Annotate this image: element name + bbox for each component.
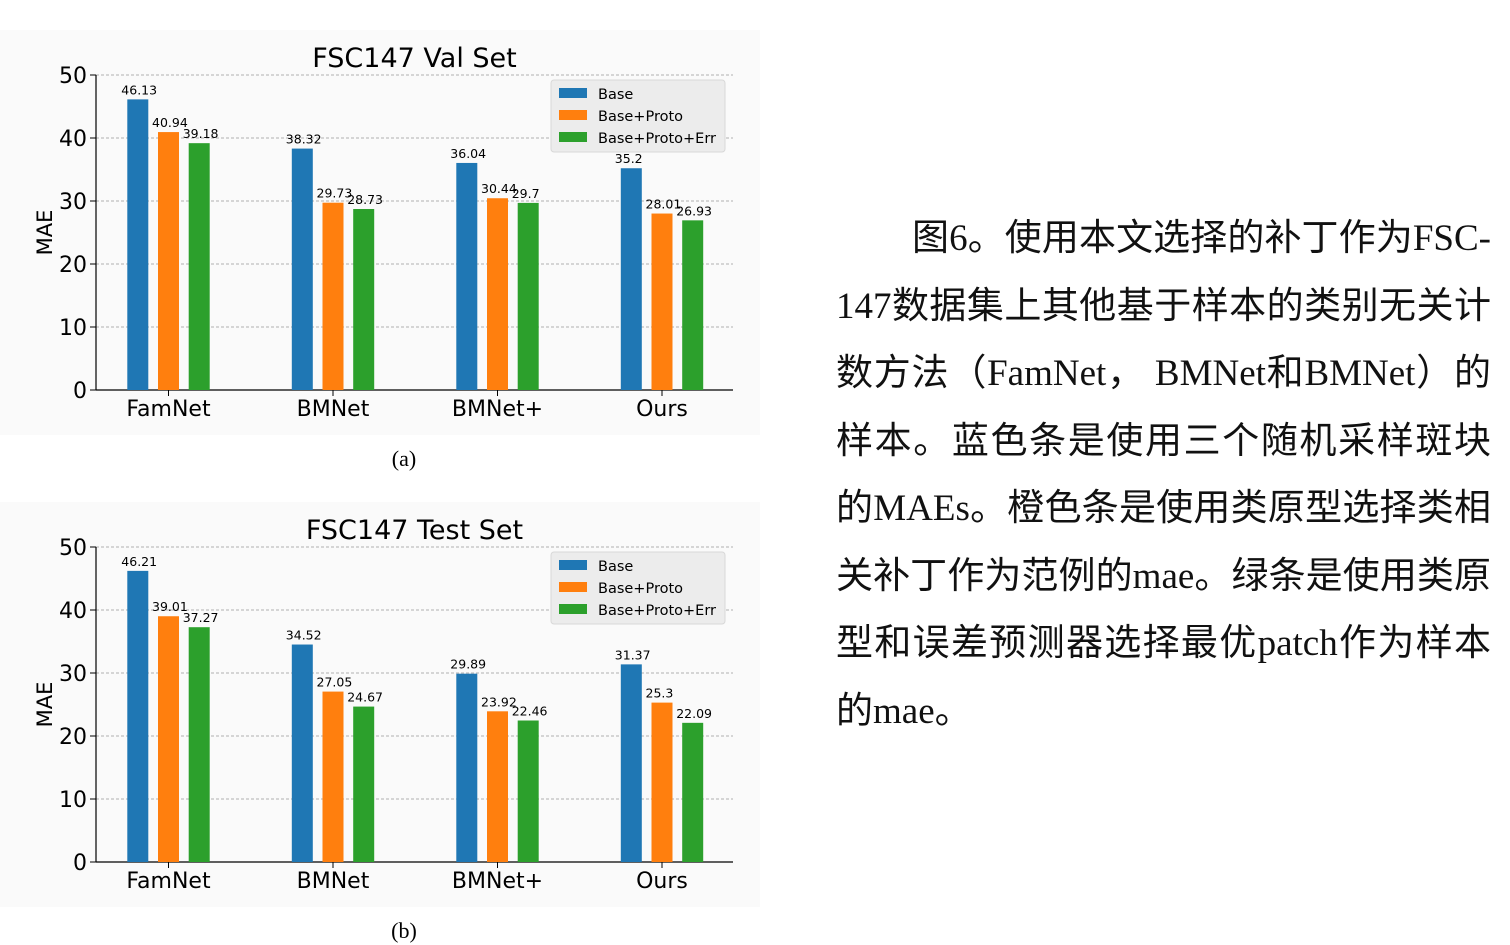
c1-bar-base-proto-err [188,627,210,862]
c1-legend-swatch [559,560,587,570]
c0-bar-base-proto [651,213,673,390]
c0-legend-swatch [559,110,587,120]
c1-bar-base-proto [158,616,179,862]
c0-bar-base [291,148,313,390]
c0-data-label: 38.32 [286,132,322,147]
c1-bar-base [127,570,149,862]
c0-data-label: 26.93 [676,203,712,218]
c0-data-label: 35.2 [615,151,643,166]
c1-chart-title: FSC147 Test Set [306,515,523,546]
val-set-chart: 0 10 20 30 40 50 FSC147 Val Set MAE FamNet 46.13 4… [0,30,760,471]
c1-data-label: 23.92 [481,694,517,709]
c0-x-tick-label: BMNet [297,397,370,422]
c0-x-tick-label: FamNet [126,397,211,422]
c1-data-label: 22.09 [676,706,712,721]
c0-bar-base [620,168,642,390]
c0-bar-base-proto-err [682,220,704,390]
c1-data-label: 27.05 [317,675,353,690]
c1-y-axis-label: MAE [33,682,57,728]
c1-bar-base-proto-err [353,706,375,862]
c1-bar-base-proto [322,691,344,862]
c1-data-label: 46.21 [121,554,157,569]
c0-legend-label: Base+Proto [598,109,683,125]
c1-data-label: 25.3 [646,686,674,701]
c0-legend-label: Base [598,87,633,103]
test-set-chart: 0 10 20 30 40 50 FSC147 Test Set MAE FamNet 46.21… [0,502,760,943]
c0-bar-base-proto [158,132,179,390]
c0-data-label: 46.13 [121,82,157,97]
c1-y-tick-label: 20 [59,725,87,750]
c0-bar-base-proto-err [517,202,539,390]
c1-x-tick-label: FamNet [126,869,211,894]
c0-y-tick-label: 50 [59,64,87,89]
c0-bar-base [456,162,478,390]
c0-legend-label: Base+Proto+Err [598,131,716,147]
c0-bar-base [127,99,149,391]
c1-legend-swatch [559,604,587,614]
c1-bar-base-proto-err [682,722,704,862]
c1-x-tick-label: Ours [636,869,688,894]
c0-y-tick-label: 10 [59,316,87,341]
c0-legend-swatch [559,88,587,98]
c1-legend-label: Base [598,559,633,575]
c0-data-label: 29.7 [512,186,540,201]
c1-legend-box [550,551,726,625]
c1-bar-base [291,644,313,862]
c0-y-tick-label: 20 [59,253,87,278]
c1-data-label: 39.01 [152,599,188,614]
c1-bar-base-proto [487,711,508,862]
c0-x-tick-label: Ours [636,397,688,422]
c0-bar-base-proto [322,202,344,390]
c0-data-label: 28.01 [646,197,682,212]
c1-legend-label: Base+Proto [598,581,683,597]
c1-y-tick-label: 30 [59,662,87,687]
c0-y-tick-label: 40 [59,127,87,152]
c1-subfigure-label: (b) [391,918,417,943]
c0-data-label: 29.73 [317,186,353,201]
c1-y-tick-label: 40 [59,599,87,624]
c0-data-label: 40.94 [152,115,188,130]
c1-bar-base-proto [651,702,673,862]
c0-legend-swatch [559,132,587,142]
c0-bar-base-proto-err [353,209,375,390]
c1-data-label: 22.46 [512,704,548,719]
c1-data-label: 31.37 [615,647,651,662]
c0-y-tick-label: 0 [73,379,87,404]
c0-bar-base-proto [487,198,508,390]
c1-legend-swatch [559,582,587,592]
c0-bar-base-proto-err [188,143,210,390]
c0-data-label: 39.18 [183,126,219,141]
c1-data-label: 34.52 [286,628,322,643]
c0-legend-box [550,79,726,153]
c1-bar-base-proto-err [517,720,539,862]
c1-x-tick-label: BMNet [297,869,370,894]
figure-caption: 图6。使用本文选择的补丁作为FSC-147数据集上其他基于样本的类别无关计数方法… [836,218,1491,732]
c1-data-label: 37.27 [183,610,219,625]
c0-x-tick-label: BMNet+ [452,397,543,422]
c1-data-label: 29.89 [450,657,486,672]
c1-y-tick-label: 10 [59,788,87,813]
c0-y-tick-label: 30 [59,190,87,215]
c0-y-axis-label: MAE [33,210,57,256]
c1-legend-label: Base+Proto+Err [598,603,716,619]
c0-data-label: 30.44 [481,181,517,196]
c0-data-label: 28.73 [347,192,383,207]
c1-y-tick-label: 0 [73,851,87,876]
c0-chart-title: FSC147 Val Set [312,43,517,74]
c1-bar-base [456,673,478,862]
c1-bar-base [620,664,642,862]
c0-data-label: 36.04 [450,146,486,161]
c0-subfigure-label: (a) [392,446,416,471]
c1-data-label: 24.67 [347,690,383,705]
c1-x-tick-label: BMNet+ [452,869,543,894]
c1-y-tick-label: 50 [59,536,87,561]
